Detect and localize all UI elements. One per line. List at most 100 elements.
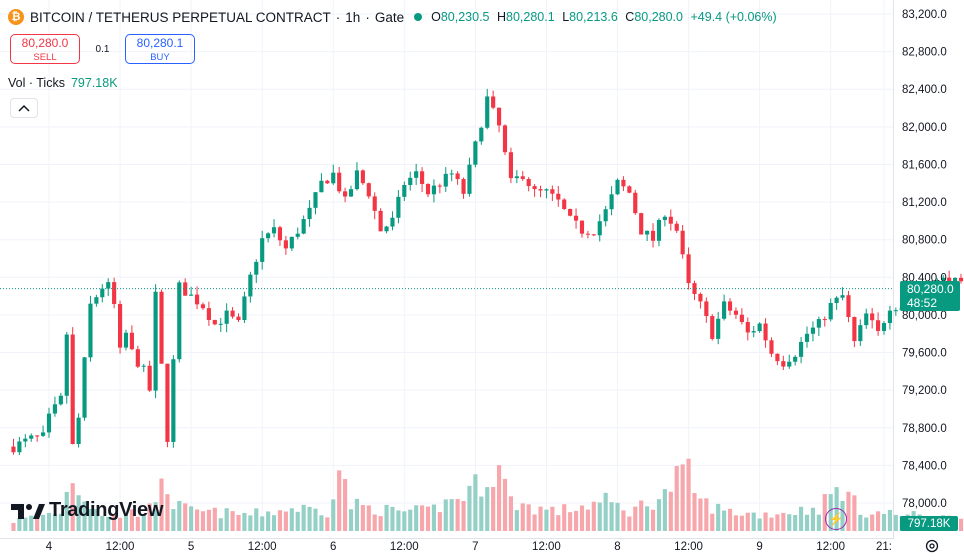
last-price-value: 80,280.0 (907, 282, 954, 296)
volume-bar (348, 509, 354, 531)
last-price-tag: 80,280.0 48:52 (900, 281, 960, 311)
candle-body (35, 435, 40, 437)
candle-body (704, 301, 709, 317)
volume-bar (206, 509, 211, 531)
volume-bar (248, 515, 253, 531)
interval-label[interactable]: 1h (345, 9, 361, 25)
buy-label: BUY (150, 51, 170, 63)
volume-bar (224, 508, 229, 531)
x-tick-label: 5 (188, 541, 194, 553)
candle-body (153, 291, 158, 391)
candle-body (17, 441, 22, 453)
candle-body (692, 283, 697, 294)
tradingview-logo[interactable]: TradingView (11, 499, 163, 522)
volume-bar (532, 514, 537, 531)
candle-body (479, 127, 484, 142)
candle-body (431, 185, 437, 195)
candle-body (520, 176, 525, 179)
candle-body (348, 189, 354, 197)
candle-body (627, 186, 632, 193)
candle-body (716, 318, 721, 339)
volume-bar (893, 514, 898, 531)
candle-body (402, 184, 407, 197)
volume-legend[interactable]: Vol · Ticks 797.18K (8, 76, 118, 90)
volume-bar (704, 498, 709, 531)
candle-body (420, 171, 425, 184)
candle-body (846, 295, 851, 317)
y-tick-label: 82,000.0 (902, 122, 947, 134)
volume-bar (698, 498, 703, 531)
candle-body (378, 210, 383, 232)
candle-body (473, 141, 478, 165)
candle-body (870, 313, 875, 321)
candle-body (396, 196, 401, 218)
volume-bar (112, 514, 117, 531)
volume-bar (295, 511, 300, 531)
candle-body (414, 171, 419, 178)
volume-bar (384, 504, 389, 531)
volume-bar (266, 511, 271, 531)
volume-bar (52, 514, 57, 531)
volume-bar (615, 502, 620, 531)
buy-button[interactable]: 80,280.1 BUY (125, 34, 195, 64)
volume-bar (420, 505, 425, 531)
candle-body (443, 173, 448, 187)
candle-body (224, 310, 229, 324)
candle-body (58, 395, 63, 405)
lightning-icon[interactable]: ⚡ (825, 508, 847, 530)
candle-body (810, 327, 816, 334)
candle-body (662, 216, 667, 221)
x-tick-label: 6 (330, 541, 336, 553)
volume-bar (645, 506, 650, 531)
candle-body (893, 310, 898, 312)
volume-bar (165, 494, 170, 531)
gear-icon[interactable] (924, 538, 940, 554)
volume-bar (485, 487, 490, 531)
volume-bar (360, 505, 365, 531)
candle-body (621, 179, 626, 187)
volume-bar (816, 514, 821, 531)
x-tick-label: 21: (876, 541, 892, 553)
volume-bar (597, 502, 602, 531)
candle-body (864, 313, 869, 326)
candle-body (313, 192, 318, 208)
tradingview-logo-text: TradingView (49, 499, 164, 521)
candle-body (751, 331, 756, 333)
candle-body (573, 215, 579, 221)
candle-body (147, 365, 152, 391)
volume-bar (94, 509, 99, 531)
sell-button[interactable]: 80,280.0 SELL (10, 34, 80, 64)
bar-countdown: 48:52 (907, 296, 938, 310)
volume-bar (58, 513, 63, 531)
volume-bar (307, 506, 312, 531)
volume-bar (449, 499, 454, 531)
candle-body (698, 293, 703, 302)
candle-body (769, 340, 774, 354)
volume-bar (230, 511, 235, 531)
volume-bar (467, 485, 472, 531)
volume-bar (177, 500, 182, 531)
candle-body (372, 196, 377, 211)
symbol-name[interactable]: BITCOIN / TETHERUS PERPETUAL CONTRACT (30, 9, 331, 25)
candle-body (645, 230, 650, 235)
candle-body (331, 172, 336, 184)
candle-body (337, 172, 342, 192)
volume-bar (508, 496, 513, 531)
candle-body (218, 323, 223, 325)
volume-bar (189, 506, 194, 531)
candle-body (425, 183, 431, 195)
volume-bar (260, 516, 265, 531)
volume-bar (591, 501, 596, 531)
volume-bar (425, 506, 431, 531)
candle-body (64, 334, 69, 396)
volume-bar (396, 510, 401, 531)
volume-bar (864, 517, 869, 531)
collapse-legend-button[interactable] (10, 98, 38, 118)
x-tick-label: 8 (614, 541, 620, 553)
volume-bar (46, 512, 52, 531)
candle-body (568, 209, 573, 216)
volume-bar (562, 504, 567, 531)
candle-body (165, 363, 170, 442)
volume-bar (727, 508, 733, 531)
